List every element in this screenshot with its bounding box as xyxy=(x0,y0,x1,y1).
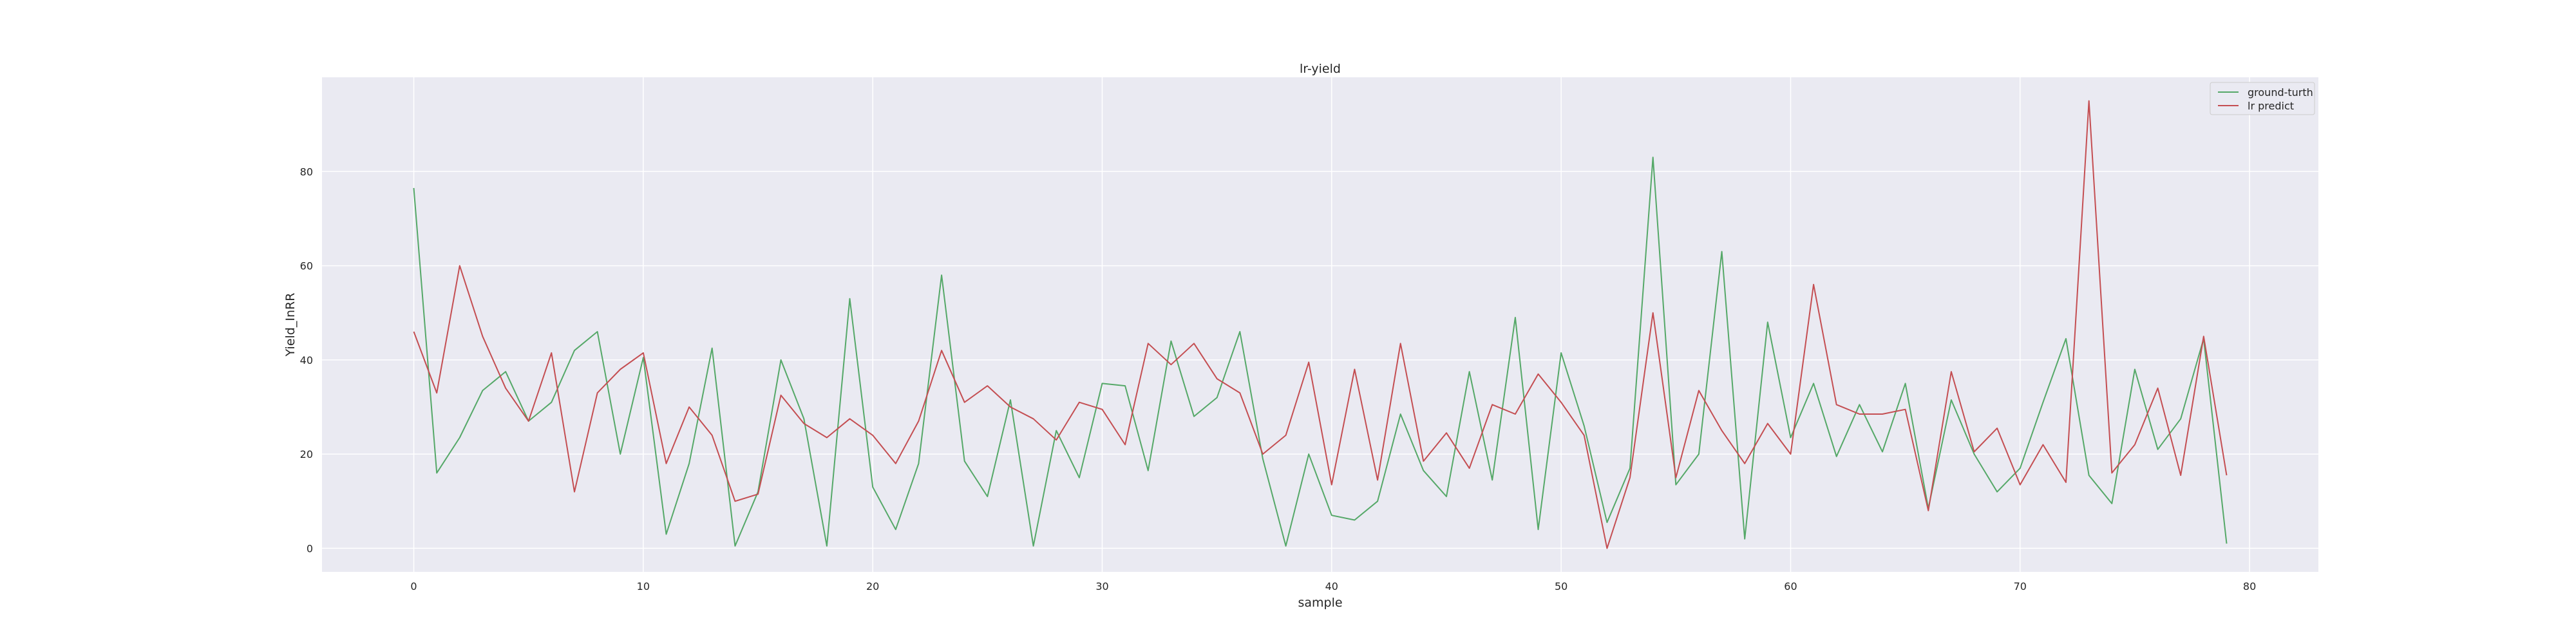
legend-label-lr-predict: lr predict xyxy=(2248,100,2294,112)
y-tick-labels: 0 20 40 60 80 xyxy=(300,166,313,554)
x-tick-label: 50 xyxy=(1555,580,1567,592)
plot-area xyxy=(322,77,2318,572)
x-tick-labels: 0 10 20 30 40 50 60 70 80 xyxy=(410,580,2256,592)
x-axis-label: sample xyxy=(1298,596,1342,610)
legend-label-ground-turth: ground-turth xyxy=(2248,86,2313,99)
series-line-ground-turth xyxy=(413,156,2228,547)
x-tick-label: 40 xyxy=(1325,580,1338,592)
x-tick-label: 30 xyxy=(1095,580,1108,592)
y-tick-label: 40 xyxy=(300,354,313,366)
legend-box xyxy=(2210,82,2315,115)
chart-title: lr-yield xyxy=(1300,62,1341,76)
x-tick-label: 60 xyxy=(1784,580,1797,592)
series-layer xyxy=(413,100,2228,549)
x-tick-label: 10 xyxy=(637,580,650,592)
y-axis-label: Yield_InRR xyxy=(283,293,298,357)
grid-lines xyxy=(322,77,2318,572)
y-tick-label: 20 xyxy=(300,448,313,460)
x-tick-label: 0 xyxy=(410,580,417,592)
x-tick-label: 80 xyxy=(2243,580,2256,592)
x-tick-label: 20 xyxy=(866,580,879,592)
y-tick-label: 60 xyxy=(300,260,313,272)
series-line-lr-predict xyxy=(413,100,2228,549)
legend: ground-turth lr predict xyxy=(2210,82,2315,115)
y-tick-label: 80 xyxy=(300,166,313,178)
y-tick-label: 0 xyxy=(307,542,313,554)
x-tick-label: 70 xyxy=(2014,580,2027,592)
